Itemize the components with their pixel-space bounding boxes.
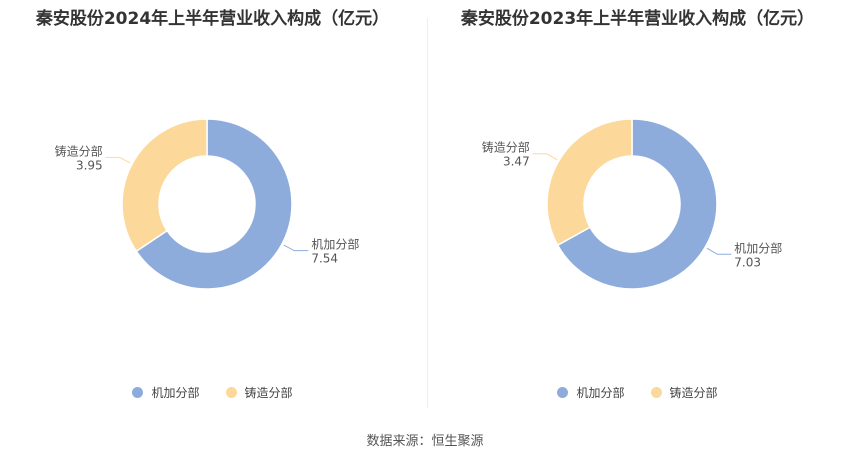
data-source-note: 数据来源：恒生聚源 — [366, 434, 484, 449]
leader-line — [283, 244, 309, 252]
legend-item-jijia-2023[interactable]: 机加分部 — [557, 384, 625, 401]
leader-line — [105, 156, 131, 164]
chart-panel-2023: 秦安股份2023年上半年营业收入构成（亿元） 机加分部 7.03 铸造分部 3.47 … — [425, 0, 850, 410]
slice-label-name: 铸造分部 — [482, 140, 530, 155]
panel-divider — [427, 18, 428, 408]
slice-label-value: 7.54 — [311, 252, 338, 266]
leader-line — [706, 247, 732, 255]
legend-marker — [650, 387, 662, 398]
slice-label-value: 3.95 — [76, 158, 103, 172]
slice-label-value: 3.47 — [503, 155, 530, 169]
legend-label: 铸造分部 — [669, 386, 718, 400]
legend-item-jijia-2024[interactable]: 机加分部 — [132, 384, 200, 401]
legend-label: 铸造分部 — [244, 386, 293, 400]
slice-label-value: 7.03 — [734, 255, 761, 269]
legend-label: 机加分部 — [151, 386, 200, 400]
donut-slice-jijia[interactable] — [135, 118, 293, 290]
leader-line — [532, 153, 558, 161]
legend-item-zhuzao-2023[interactable]: 铸造分部 — [650, 384, 718, 401]
slice-label-name: 铸造分部 — [55, 143, 103, 158]
legend-item-zhuzao-2024[interactable]: 铸造分部 — [225, 384, 293, 401]
chart-title-2024: 秦安股份2024年上半年营业收入构成（亿元） — [35, 9, 390, 29]
slice-label-name: 机加分部 — [311, 237, 359, 252]
legend-marker — [557, 387, 569, 398]
legend-label: 机加分部 — [576, 386, 625, 400]
chart-panel-2024: 秦安股份2024年上半年营业收入构成（亿元） 机加分部 7.54 铸造分部 3.95 … — [0, 0, 425, 410]
donut-slice-zhuzao[interactable] — [546, 118, 633, 247]
legend-marker — [225, 387, 237, 398]
legend-2023: 机加分部 铸造分部 — [425, 384, 850, 401]
chart-title-2023: 秦安股份2023年上半年营业收入构成（亿元） — [460, 9, 815, 29]
donut-slice-jijia[interactable] — [556, 118, 718, 290]
legend-2024: 机加分部 铸造分部 — [0, 384, 425, 401]
slice-label-name: 机加分部 — [734, 240, 782, 255]
donut-slice-zhuzao[interactable] — [121, 118, 208, 253]
legend-marker — [132, 387, 144, 398]
